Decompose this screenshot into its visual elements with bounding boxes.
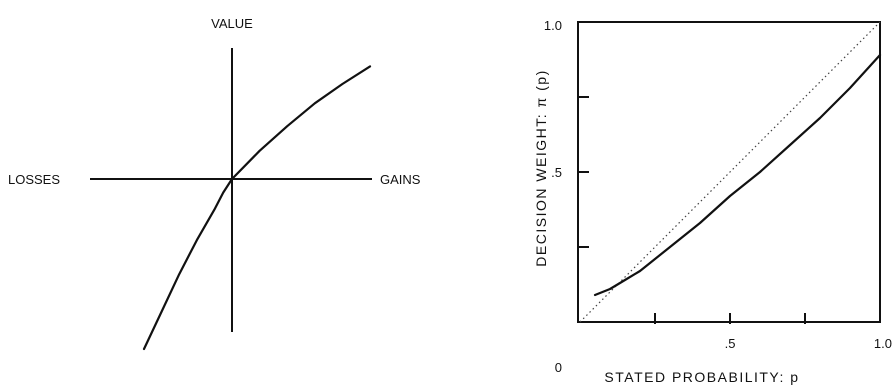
identity-dotted-line <box>579 21 881 323</box>
x-tick-label: .5 <box>725 336 736 351</box>
value-function-panel: VALUE LOSSES GAINS <box>8 16 421 351</box>
y-axis-tick-labels: 0 .5 1.0 <box>544 18 562 375</box>
y-axis-label: DECISION WEIGHT: π (p) <box>533 69 549 266</box>
decision-weight-curve <box>593 53 882 297</box>
decision-weight-panel: 0 .5 1.0 .5 1.0 STATED PROBABILITY: p DECIS… <box>533 18 892 385</box>
x-axis-ticks <box>654 313 806 324</box>
value-function-curve <box>142 65 372 351</box>
x-tick-label: 1.0 <box>874 336 892 351</box>
y-axis-ticks <box>578 96 589 248</box>
value-axis-label: VALUE <box>211 16 253 31</box>
losses-label: LOSSES <box>8 172 60 187</box>
y-tick-label: .5 <box>551 165 562 180</box>
x-axis-label: STATED PROBABILITY: p <box>604 369 799 385</box>
x-axis-tick-labels: .5 1.0 <box>725 336 892 351</box>
gains-label: GAINS <box>380 172 421 187</box>
y-tick-label: 0 <box>555 360 562 375</box>
y-tick-label: 1.0 <box>544 18 562 33</box>
